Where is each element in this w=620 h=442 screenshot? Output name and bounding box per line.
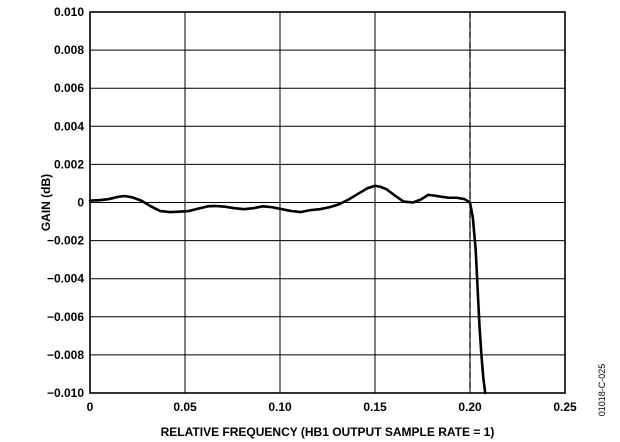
x-tick-label: 0.25 <box>553 400 577 414</box>
x-tick-label: 0.05 <box>173 400 197 414</box>
figure-id: 01018-C-025 <box>597 364 607 417</box>
grid-lines <box>90 12 565 393</box>
x-tick-label: 0.15 <box>363 400 387 414</box>
x-axis-title: RELATIVE FREQUENCY (HB1 OUTPUT SAMPLE RA… <box>161 425 495 439</box>
gain-series-line-0 <box>88 184 487 395</box>
y-tick-label: −0.004 <box>47 272 84 286</box>
plot-area-frame <box>89 11 566 394</box>
y-tick-label: −0.002 <box>47 234 84 248</box>
x-tick-label: 0.20 <box>458 400 482 414</box>
y-tick-label: 0.004 <box>54 119 84 133</box>
x-tick-label: 0 <box>87 400 94 414</box>
y-tick-label: 0.010 <box>54 5 84 19</box>
y-tick-labels: 0.010 0.008 0.006 0.004 0.002 0 −0.002 −0.004 −0… <box>47 5 84 400</box>
x-tick-label: 0.10 <box>268 400 292 414</box>
y-tick-label: −0.008 <box>47 348 84 362</box>
y-tick-label: −0.006 <box>47 310 84 324</box>
y-tick-label: −0.010 <box>47 386 84 400</box>
series-layer <box>88 184 487 395</box>
x-tick-labels: 0 0.05 0.10 0.15 0.20 0.25 <box>87 400 577 414</box>
y-tick-label: 0.002 <box>54 157 84 171</box>
y-tick-label: 0 <box>77 196 84 210</box>
y-tick-label: 0.006 <box>54 81 84 95</box>
y-axis-title: GAIN (dB) <box>39 174 53 231</box>
y-tick-label: 0.008 <box>54 43 84 57</box>
